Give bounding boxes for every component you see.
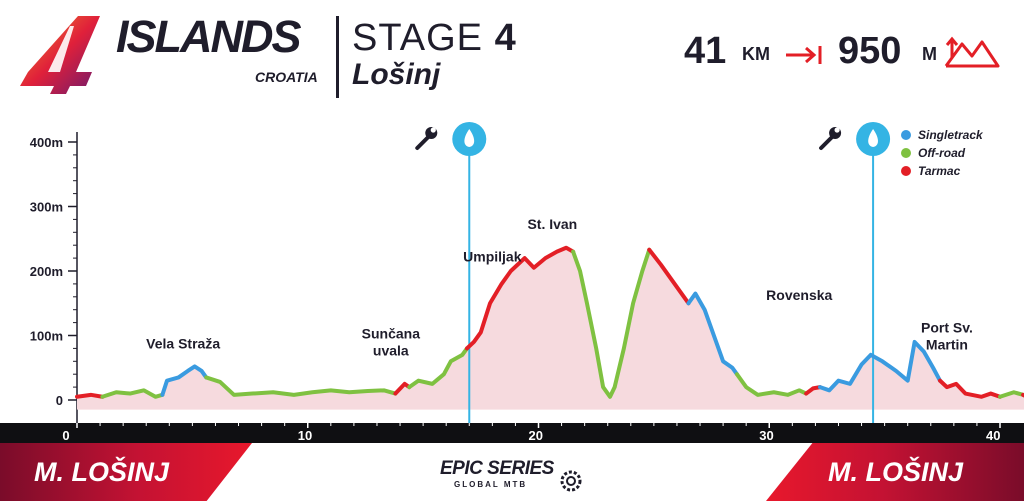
segment-tarmac (804, 385, 823, 396)
distance-arrow-icon (786, 46, 822, 64)
start-location: M. LOŠINJ (0, 443, 252, 501)
x-tick-label: 30 (759, 428, 773, 443)
place-label: Sunčana (362, 326, 421, 342)
x-tick-label: 0 (62, 428, 69, 443)
x-axis-bar (0, 423, 1024, 443)
segment-off-road (204, 375, 398, 397)
segment-tarmac (647, 247, 691, 306)
wrench-jaw-icon (430, 127, 436, 133)
distance-value: 41 (684, 30, 727, 72)
place-label: uvala (373, 343, 409, 359)
water-drop-icon (464, 129, 475, 147)
legend-swatch-singletrack (901, 130, 911, 140)
wrench-icon (415, 134, 432, 150)
wrench-icon (819, 134, 836, 150)
sponsor-title: EPIC SERIES (440, 458, 554, 479)
header-divider (336, 16, 339, 98)
legend: Singletrack Off-road Tarmac (901, 128, 984, 178)
gear-icon (560, 470, 582, 492)
y-tick-label: 200m (30, 264, 63, 279)
place-label: St. Ivan (527, 216, 577, 232)
support-markers (415, 122, 891, 423)
header: ISLANDS CROATIA STAGE 4 Lošinj 41 KM 950… (0, 0, 1024, 110)
stage-label: STAGE (352, 17, 483, 59)
x-tick-label: 10 (298, 428, 312, 443)
stage-title: STAGE 4 (352, 18, 517, 58)
elevation-profile-chart: 0 100m 200m 300m 400m Vela Straža Sunčanauval… (0, 122, 1024, 443)
place-label: Umpiljak (463, 248, 522, 264)
segment-tarmac (938, 378, 1002, 399)
place-label: Rovenska (766, 287, 832, 303)
y-tick-label: 300m (30, 200, 63, 215)
segment-tarmac (75, 392, 105, 399)
sponsor-subtitle: GLOBAL MTB (454, 480, 528, 489)
x-tick-label: 40 (986, 428, 1000, 443)
profile-area (77, 247, 1024, 410)
place-label: Vela Straža (146, 335, 220, 351)
logo-wordmark: ISLANDS (116, 11, 302, 62)
place-label: Port Sv. (921, 319, 973, 335)
legend-label: Off-road (918, 146, 966, 160)
footer: M. LOŠINJ M. LOŠINJ (0, 443, 1024, 501)
elevation-value: 950 (838, 30, 902, 72)
legend-swatch-off-road (901, 148, 911, 158)
segment-singletrack (160, 364, 209, 397)
segment-off-road (100, 388, 165, 399)
legend-label: Singletrack (918, 128, 984, 142)
legend-label: Tarmac (918, 164, 961, 178)
legend-swatch-tarmac (901, 166, 911, 176)
segment-singletrack (818, 339, 943, 393)
profile-segments (75, 245, 1024, 399)
segment-off-road (734, 372, 809, 397)
y-tick-label: 100m (30, 329, 63, 344)
segment-off-road (998, 390, 1024, 399)
logo-subtitle: CROATIA (255, 69, 318, 85)
stage-number: 4 (494, 17, 517, 59)
water-drop-icon (868, 129, 878, 147)
finish-location: M. LOŠINJ (766, 443, 1024, 501)
segment-singletrack (686, 291, 739, 377)
y-tick-label: 400m (30, 135, 63, 150)
y-axis: 0 100m 200m 300m 400m (30, 132, 78, 423)
stage-name: Lošinj (352, 58, 441, 91)
y-tick-label: 0 (56, 393, 63, 408)
x-axis: 0 10 20 30 40 (62, 423, 1001, 443)
logo-four-icon (20, 16, 100, 94)
elevation-unit: M (922, 44, 937, 64)
place-label: Martin (926, 336, 968, 352)
sponsor-logo: EPIC SERIES GLOBAL MTB (440, 458, 590, 498)
x-tick-label: 20 (529, 428, 543, 443)
wrench-jaw-icon (834, 127, 840, 133)
distance-unit: KM (742, 44, 770, 64)
segment-off-road (571, 247, 652, 399)
segment-off-road (407, 346, 469, 390)
mountain-climb-icon (944, 36, 1000, 68)
segment-tarmac (464, 245, 576, 351)
